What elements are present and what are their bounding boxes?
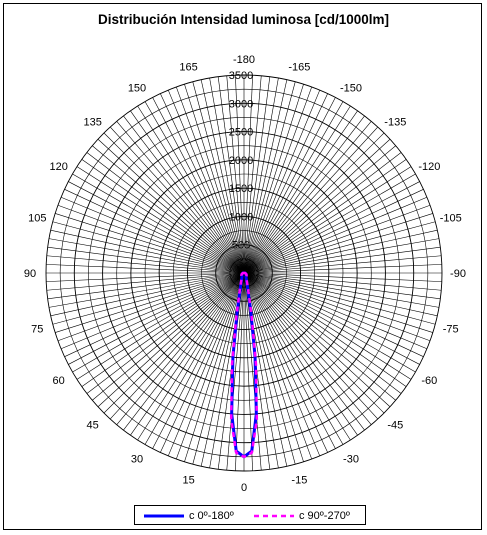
angular-tick-label: 120 (49, 161, 67, 173)
angular-tick-label: -90 (450, 268, 466, 280)
grid-ring (186, 215, 302, 331)
angular-tick-label: 165 (179, 61, 197, 73)
angular-tick-label: 150 (128, 83, 146, 95)
radial-tick-label: 1500 (229, 183, 253, 195)
radial-tick-label: 3500 (229, 70, 253, 82)
radial-tick-label: 2000 (229, 155, 253, 167)
angular-tick-label: 135 (83, 117, 101, 129)
angular-tick-label: 30 (131, 453, 143, 465)
angular-tick-labels: 0 15 30 45 60 75 90 105 120 135 150 165 -180 -15 -30 -4… (24, 54, 466, 494)
angular-tick-label: -120 (418, 161, 440, 173)
angular-tick-label: 75 (31, 323, 43, 335)
angular-tick-label: -165 (288, 61, 310, 73)
grid-ring (215, 244, 273, 302)
series-line-2 (229, 271, 259, 459)
grid-ring (73, 102, 415, 444)
angular-tick-label: -45 (387, 419, 403, 431)
angular-tick-label: 90 (24, 268, 36, 280)
angular-tick-label: -60 (421, 375, 437, 387)
angular-tick-label: 45 (87, 419, 99, 431)
legend-label-series-1: c 0º-180º (189, 510, 234, 522)
angular-tick-label: -150 (340, 83, 362, 95)
polar-grid (45, 74, 443, 472)
radial-tick-label: 1000 (229, 211, 253, 223)
angular-tick-label: 60 (53, 375, 65, 387)
angular-tick-label: -135 (384, 117, 406, 129)
grid-ring (158, 187, 330, 359)
grid-ring (201, 230, 287, 316)
grid-ring (88, 117, 400, 429)
legend-swatch-series-2 (254, 514, 294, 518)
chart-title: Distribución Intensidad luminosa [cd/100… (97, 12, 390, 27)
radial-tick-label: 500 (232, 240, 250, 252)
grid-ring (172, 201, 316, 345)
grid-ring (116, 145, 372, 401)
radial-tick-label: 3000 (229, 98, 253, 110)
angular-tick-label: 0 (241, 482, 247, 494)
legend-label-series-2: c 90º-270º (299, 510, 350, 522)
data-series (229, 271, 259, 459)
angular-tick-label: 105 (28, 213, 46, 225)
angular-tick-label: -75 (443, 323, 459, 335)
radial-tick-label: 2500 (229, 127, 253, 139)
grid-ring (45, 74, 443, 472)
legend: c 0º-180º c 90º-270º (134, 505, 366, 525)
angular-tick-label: -180 (233, 54, 255, 66)
angular-tick-label: 15 (182, 475, 194, 487)
legend-item-series-1: c 0º-180º (143, 508, 234, 524)
grid-ring (130, 159, 358, 387)
legend-swatch-series-1 (144, 514, 184, 518)
angular-tick-label: -15 (291, 475, 307, 487)
angular-tick-label: -30 (343, 453, 359, 465)
grid-ring (144, 173, 344, 373)
radial-tick-labels: 500 1000 1500 2000 2500 3000 3500 (229, 70, 253, 252)
legend-item-series-2: c 90º-270º (253, 508, 350, 524)
angular-tick-label: -105 (440, 213, 462, 225)
grid-ring (229, 258, 259, 288)
grid-ring (102, 131, 386, 415)
